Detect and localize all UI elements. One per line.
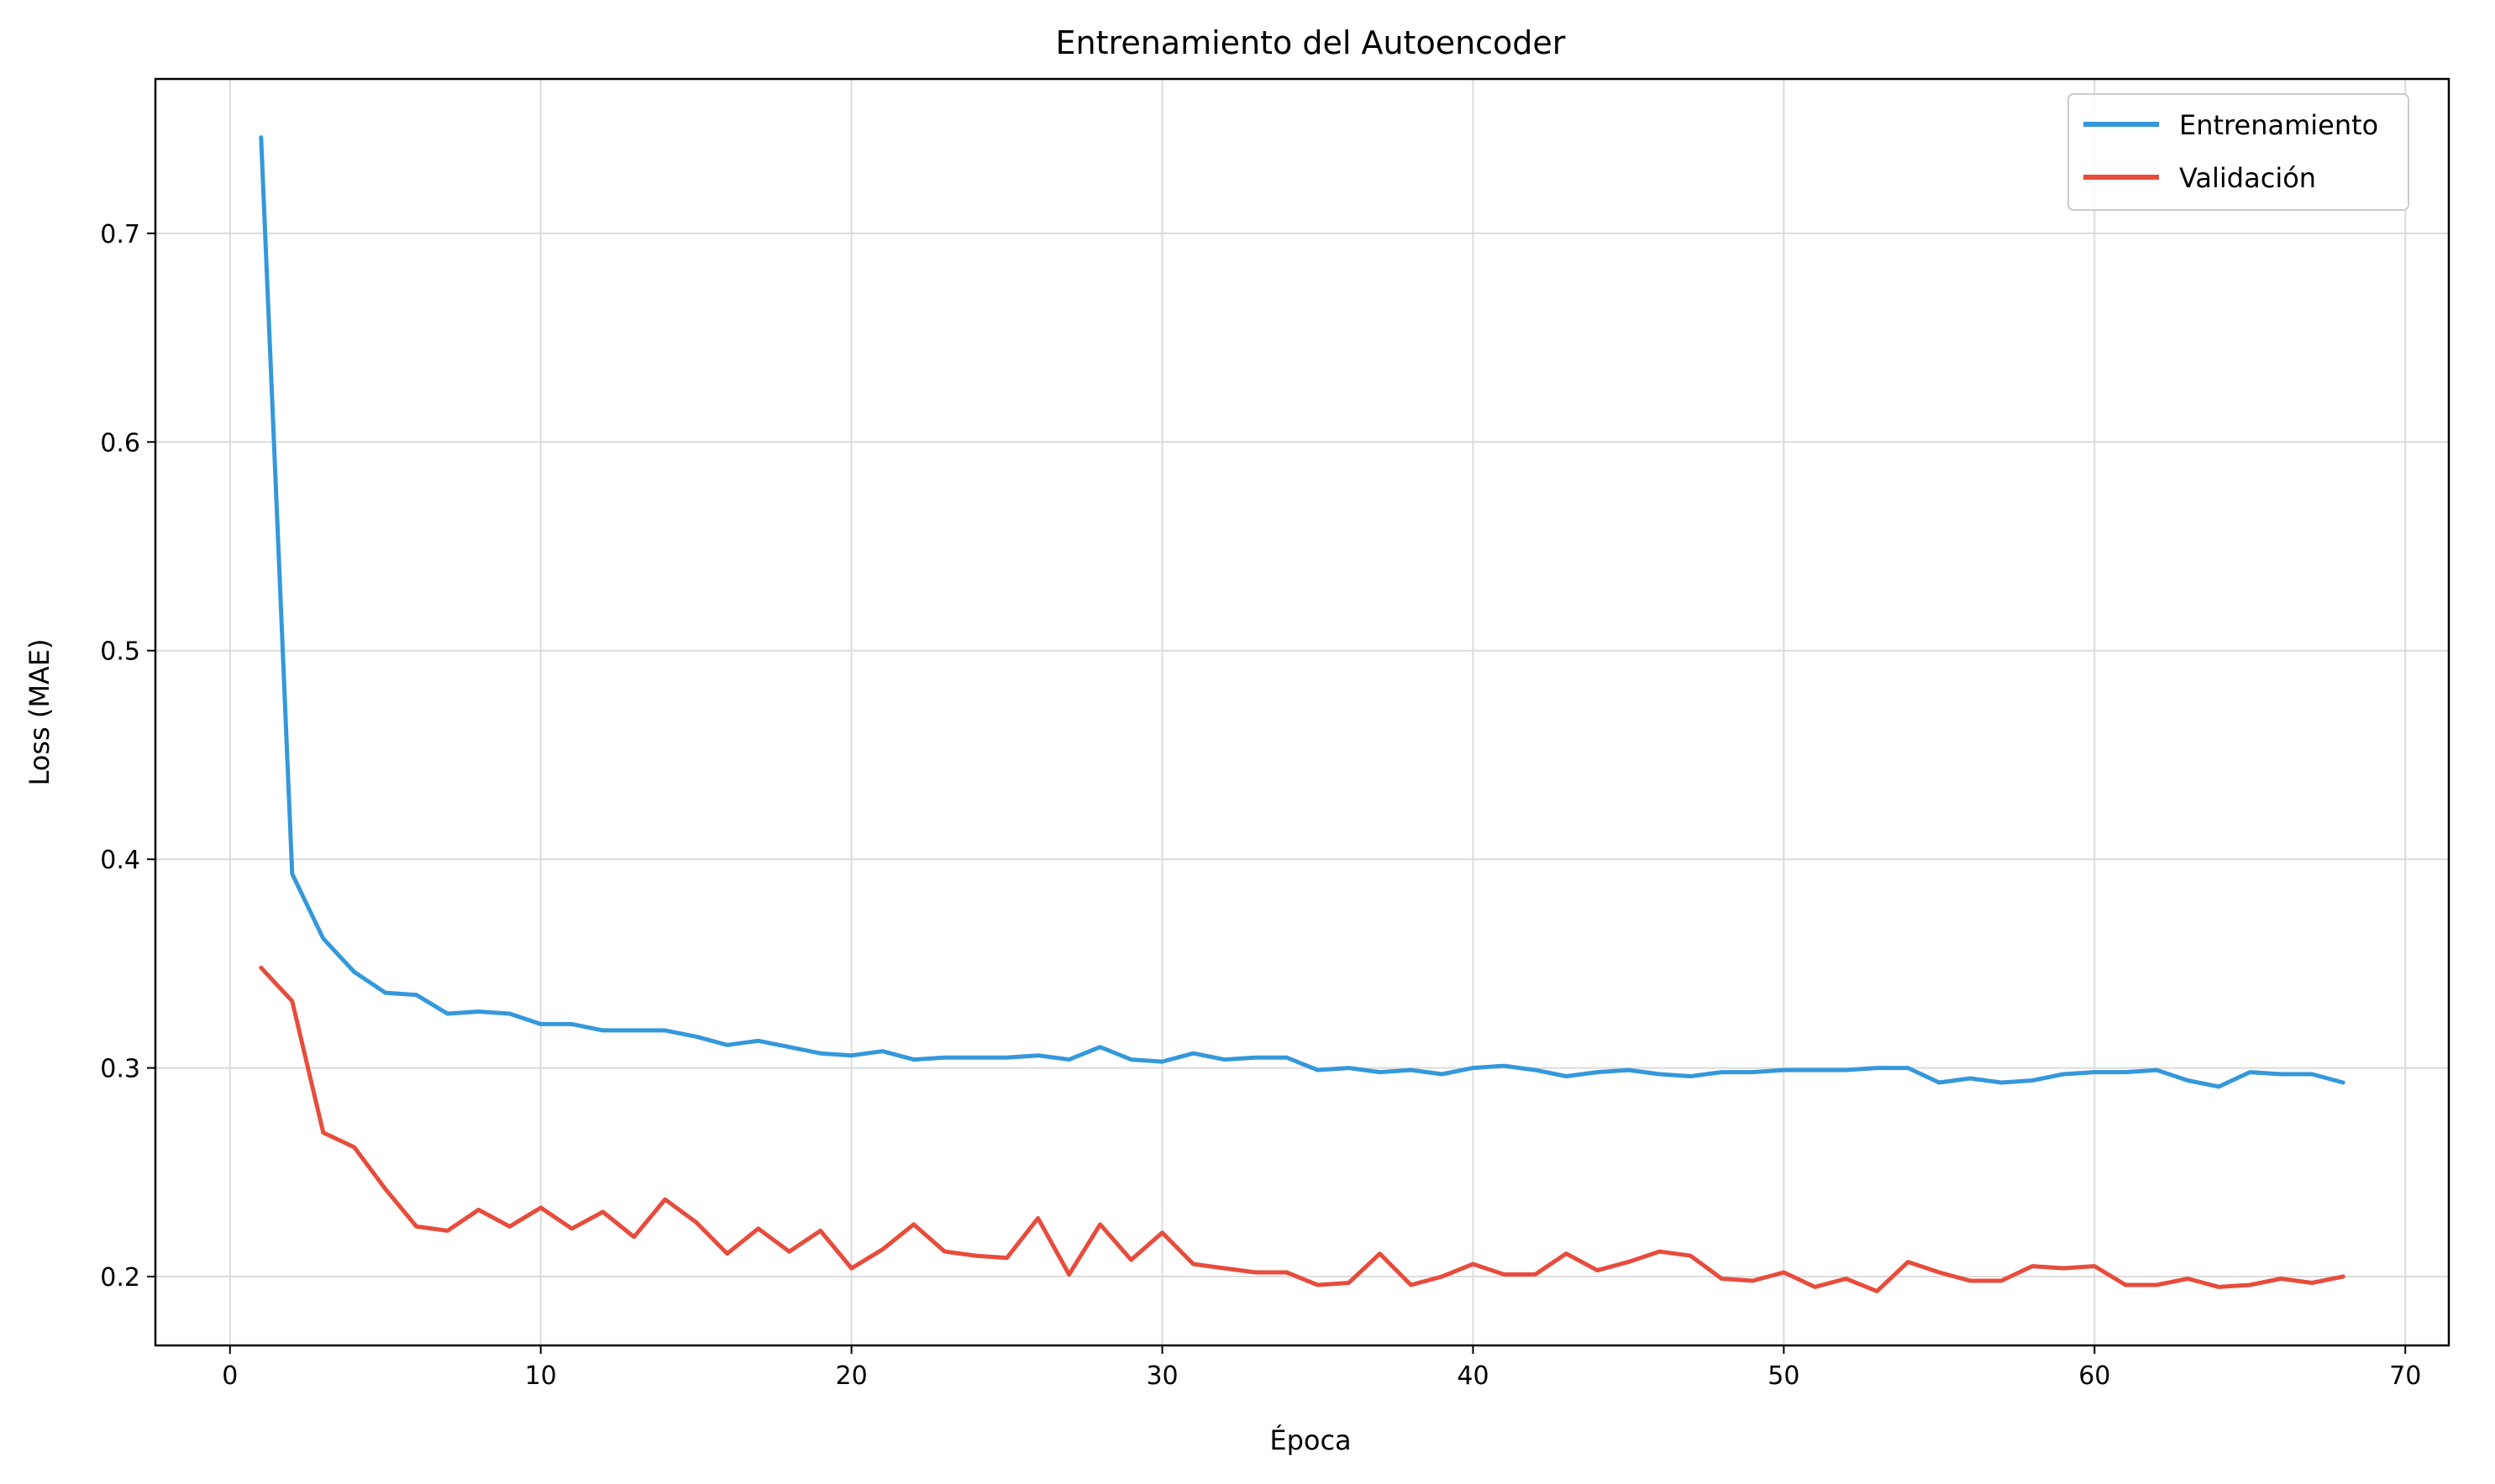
axis-ticks: 0 10 20 30 40 50 60 70 0.2 0.3 0.4 0.5 0.6 0.7 — [100, 220, 2421, 1391]
y-axis-label: Loss (MAE) — [24, 638, 55, 785]
x-tick-label: 20 — [836, 1361, 868, 1391]
x-tick-label: 50 — [1768, 1361, 1799, 1391]
legend-label-entrenamiento: Entrenamiento — [2179, 109, 2378, 141]
x-tick-label: 10 — [525, 1361, 557, 1391]
y-tick-label: 0.4 — [100, 846, 140, 875]
x-tick-label: 70 — [2389, 1361, 2421, 1391]
x-tick-label: 0 — [222, 1361, 238, 1391]
x-tick-label: 60 — [2078, 1361, 2110, 1391]
plot-area-frame — [154, 77, 2450, 1347]
x-tick-label: 30 — [1146, 1361, 1178, 1391]
y-tick-label: 0.6 — [100, 428, 140, 458]
y-tick-label: 0.2 — [100, 1263, 140, 1293]
x-tick-label: 40 — [1457, 1361, 1489, 1391]
series-line-validacion — [259, 965, 2345, 1293]
legend-label-validacion: Validación — [2179, 162, 2316, 194]
series-line-entrenamiento — [259, 135, 2345, 1089]
y-tick-label: 0.5 — [100, 637, 140, 667]
y-tick-label: 0.7 — [100, 220, 140, 249]
x-axis-label: Época — [1269, 1424, 1351, 1456]
chart-title: Entrenamiento del Autoencoder — [1056, 24, 1566, 61]
series-lines — [259, 135, 2345, 1293]
y-tick-label: 0.3 — [100, 1055, 140, 1084]
legend: Entrenamiento Validación — [2067, 93, 2409, 211]
grid — [155, 79, 2449, 1345]
